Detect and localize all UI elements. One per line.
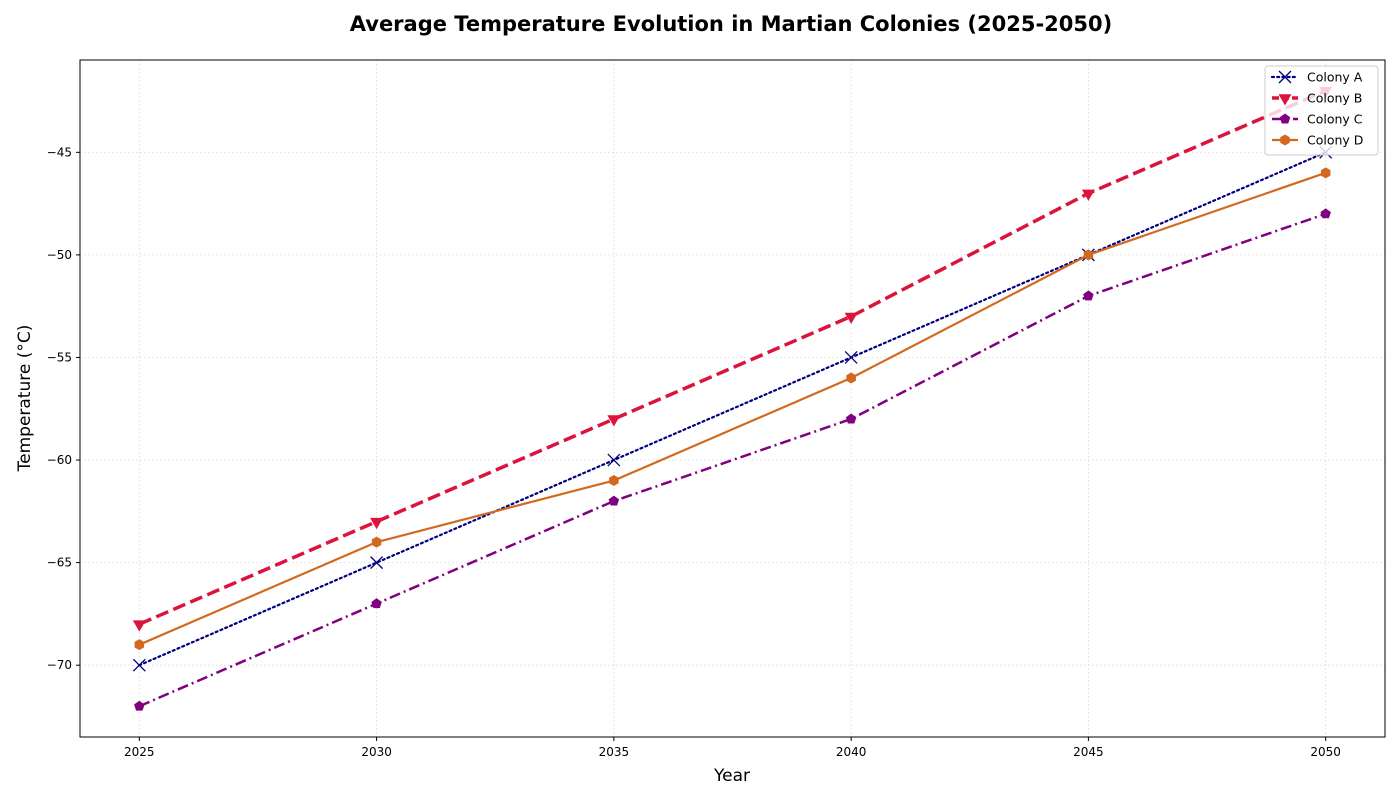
series-colony-d — [134, 167, 1331, 651]
series-line-colony-a — [138, 151, 1327, 667]
data-point-triangle-marker — [844, 312, 858, 324]
legend: Colony A Colony B Colony C Colony D — [1264, 65, 1379, 156]
x-tick-label: 2040 — [836, 745, 867, 759]
series-colony-b — [132, 87, 1333, 632]
series-line-colony-c — [138, 212, 1327, 708]
legend-label: Colony C — [1307, 112, 1363, 127]
data-point-hexagon-marker — [609, 475, 619, 487]
data-point-triangle-marker — [1081, 189, 1095, 201]
y-tick-label: −70 — [47, 658, 72, 672]
x-tick-label: 2045 — [1073, 745, 1104, 759]
data-point-triangle-marker — [370, 517, 384, 530]
legend-label: Colony D — [1307, 133, 1363, 148]
y-tick-label: −45 — [47, 145, 72, 159]
data-point-pentagon-marker — [1279, 113, 1291, 124]
legend-entry-colony-b: Colony B — [1272, 91, 1362, 106]
x-tick-label: 2035 — [599, 745, 630, 759]
data-point-pentagon-marker — [608, 495, 620, 506]
legend-entry-colony-d: Colony D — [1272, 133, 1363, 148]
data-point-triangle-marker — [132, 620, 146, 632]
data-point-pentagon-marker — [1320, 208, 1331, 219]
data-point-triangle-marker — [607, 415, 621, 427]
data-point-x-marker — [132, 658, 146, 672]
y-tick-label: −50 — [47, 248, 72, 262]
data-point-pentagon-marker — [845, 413, 857, 424]
plot-frame — [79, 59, 1386, 738]
data-point-x-marker — [1278, 70, 1292, 84]
data-point-x-marker — [844, 351, 858, 364]
x-tick-label: 2030 — [361, 745, 392, 759]
data-point-x-marker — [607, 453, 621, 467]
y-tick-label: −65 — [47, 556, 72, 570]
legend-label: Colony A — [1307, 70, 1363, 85]
legend-box — [1264, 65, 1379, 156]
y-tick-label: −60 — [47, 453, 72, 467]
x-tick-label: 2050 — [1310, 745, 1341, 759]
legend-entry-colony-a: Colony A — [1270, 70, 1363, 85]
data-point-pentagon-marker — [134, 700, 145, 711]
data-point-hexagon-marker — [1083, 249, 1094, 261]
x-axis-ticks: 2025 2030 2035 2040 2045 2050 — [124, 737, 1341, 759]
legend-label: Colony B — [1307, 91, 1362, 106]
legend-entry-colony-c: Colony C — [1272, 112, 1363, 127]
chart-title: Average Temperature Evolution in Martian… — [350, 12, 1112, 36]
y-axis-label: Temperature (°C) — [15, 325, 35, 473]
data-point-hexagon-marker — [134, 639, 145, 651]
y-tick-label: −55 — [47, 350, 72, 364]
data-point-hexagon-marker — [371, 536, 382, 548]
data-point-pentagon-marker — [1083, 290, 1094, 301]
series-line-colony-d — [138, 171, 1327, 646]
data-point-hexagon-marker — [1320, 167, 1331, 179]
data-point-hexagon-marker — [846, 372, 856, 384]
x-axis-label: Year — [713, 766, 750, 786]
data-point-hexagon-marker — [1280, 134, 1290, 146]
series-layer — [132, 87, 1333, 711]
data-point-x-marker — [370, 556, 384, 570]
y-axis-ticks: −70 −65 −60 −55 −50 −45 — [47, 145, 80, 672]
series-colony-c — [134, 208, 1331, 711]
grid-layer — [80, 60, 1385, 737]
series-line-colony-b — [138, 89, 1327, 626]
data-point-pentagon-marker — [371, 598, 382, 609]
data-point-triangle-marker — [1278, 94, 1292, 106]
series-colony-a — [132, 145, 1333, 672]
x-tick-label: 2025 — [124, 745, 155, 759]
